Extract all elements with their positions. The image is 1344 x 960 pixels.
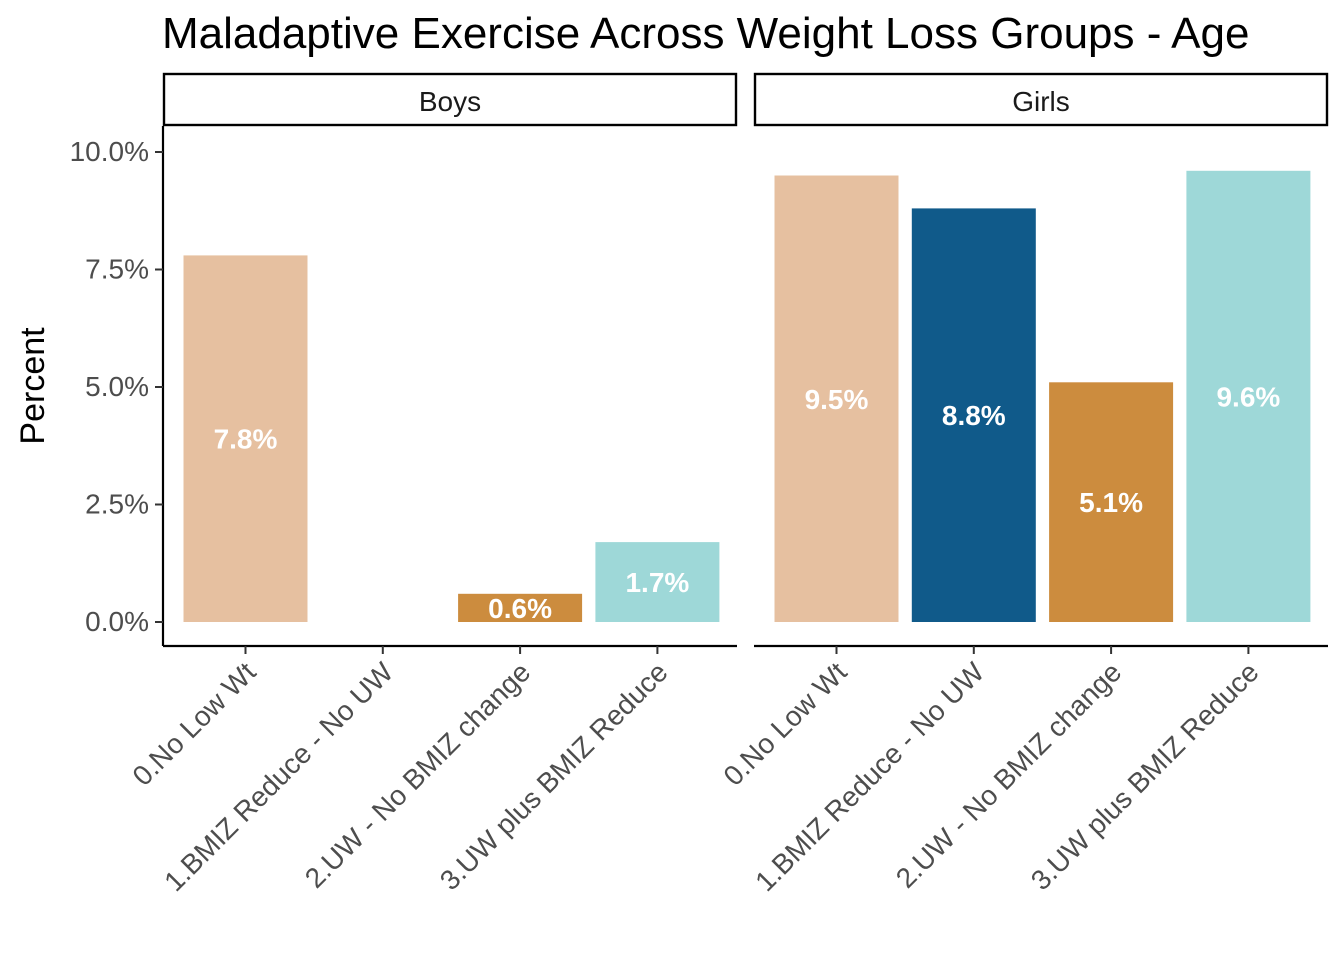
x-tick-label: 1.BMIZ Reduce - No UW	[749, 656, 990, 897]
y-axis-label: Percent	[14, 327, 52, 445]
x-tick-label: 3.UW plus BMIZ Reduce	[1025, 656, 1265, 896]
x-tick-label: 1.BMIZ Reduce - No UW	[158, 656, 399, 897]
bar	[911, 208, 1036, 622]
bar	[1186, 170, 1311, 623]
y-tick-label: 5.0%	[85, 371, 149, 402]
y-axis: 0.0% 2.5% 5.0% 7.5% 10.0%	[70, 126, 165, 646]
bar-value-label: 5.1%	[1079, 487, 1143, 518]
y-tick-label: 2.5%	[85, 489, 149, 520]
y-tick-label: 7.5%	[85, 254, 149, 285]
facet-strip	[162, 72, 738, 127]
bar	[595, 542, 720, 622]
facet-girls: Girls 9.5% 0.No Low Wt 8.8% 1.BMIZ Reduce - …	[717, 72, 1329, 897]
facet-strip-label: Boys	[419, 86, 481, 117]
x-tick-label: 3.UW plus BMIZ Reduce	[434, 656, 674, 896]
facet-strip	[753, 72, 1329, 127]
chart-title: Maladaptive Exercise Across Weight Loss …	[162, 9, 1249, 58]
y-tick-label: 0.0%	[85, 606, 149, 637]
bar-value-label: 1.7%	[625, 567, 689, 598]
facet-strip-label: Girls	[1012, 86, 1070, 117]
bar	[183, 255, 308, 622]
bar	[458, 593, 583, 622]
bar-value-label: 0.6%	[488, 593, 552, 624]
bar-value-label: 9.6%	[1216, 381, 1280, 412]
bar	[1049, 382, 1174, 622]
y-tick-label: 10.0%	[70, 136, 149, 167]
x-tick-label: 0.No Low Wt	[717, 656, 852, 791]
bar-value-label: 9.5%	[805, 384, 869, 415]
bar	[774, 175, 899, 622]
x-tick-label: 2.UW - No BMIZ change	[890, 656, 1128, 894]
bar-value-label: 7.8%	[214, 424, 278, 455]
facet-boys: Boys 7.8% 0.No Low Wt1.BMIZ Reduce - No UW…	[126, 72, 738, 897]
x-tick-label: 2.UW - No BMIZ change	[299, 656, 537, 894]
x-tick-label: 0.No Low Wt	[126, 656, 261, 791]
bar-value-label: 8.8%	[942, 400, 1006, 431]
